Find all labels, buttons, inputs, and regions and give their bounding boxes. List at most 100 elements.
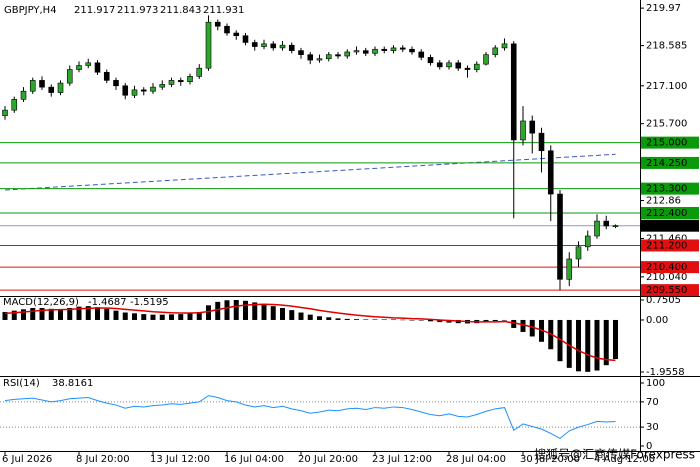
candle-body [150,86,156,92]
macd-bar [224,300,230,320]
y-tick-label: 215.700 [646,119,687,130]
candle-body [372,48,378,54]
candle-body [76,65,82,70]
y-tick-label: 210.040 [646,272,687,283]
macd-bar [11,310,17,320]
price-label: 211.931 [646,221,687,232]
candle-body [214,21,221,27]
macd-bar [391,319,396,320]
candle-body [131,89,138,96]
candle-body [473,63,480,70]
candle-body [85,62,92,66]
candle-body [187,76,193,83]
rsi-value: 38.8161 [52,378,93,389]
macd-bar [613,319,618,360]
x-tick-label: 13 Jul 12:00 [150,454,210,465]
macd-bar [354,319,359,320]
candle-body [140,89,147,92]
x-tick-label: 16 Jul 04:00 [224,454,284,465]
candle-body [113,80,119,87]
candle-body [288,44,295,51]
macd-bar [270,306,276,320]
symbol-title: GBPJPY,H4 [4,5,57,16]
y-tick-label: 211.460 [646,233,687,244]
rsi-line [4,395,616,440]
macd-bar [437,319,443,323]
candle-body [436,62,443,68]
macd-bar [492,319,498,322]
macd-bar [169,314,174,320]
candle-body [39,80,45,88]
candle-body [261,43,267,47]
y-tick-label: 30 [646,422,659,433]
candle-body [335,54,341,57]
signal-value: -1.5195 [130,297,169,308]
candle-body [399,47,406,50]
macd-bar [409,319,415,321]
macd-bar [428,319,433,322]
candle-body [566,258,573,280]
candle-body [177,80,184,83]
level-label: 214.250 [646,158,687,169]
macd-bar [603,319,609,366]
level-box [641,239,699,252]
macd-bar [95,307,100,320]
macd-bar [233,300,239,320]
candle-body [11,99,18,111]
y-tick-label: 212.86 [646,196,681,207]
candle-body [307,54,314,61]
macd-bar [566,319,572,368]
candle-body [20,90,27,100]
level-label: 210.400 [646,262,687,273]
x-tick-label: 28 Jul 04:00 [446,454,506,465]
candle-body [427,57,434,64]
candle-body [159,84,166,88]
candle-body [390,47,397,51]
moving-average [4,153,616,191]
macd-bar [502,319,507,321]
macd-bar [344,318,350,320]
level-label: 212.400 [646,208,687,219]
y-tick-label: 217.100 [646,81,687,92]
candle-body [575,246,582,260]
macd-bar [261,304,267,320]
macd-bar [48,308,54,320]
macd-bar [141,314,147,320]
level-box [641,136,699,149]
y-tick-label: 218.585 [646,41,687,52]
y-tick-label: 219.97 [646,3,681,14]
macd-bar [85,306,91,320]
macd-bar [446,319,452,323]
level-box [641,182,699,195]
candle-body [57,82,64,93]
macd-bar [58,309,63,320]
candle-body [381,48,388,51]
candle-body [196,67,203,77]
macd-bar [21,309,26,320]
candle-body [446,62,452,68]
candle-body [298,50,304,55]
candle-body [547,150,554,195]
macd-bar [511,319,517,328]
level-box [641,206,699,219]
candle-body [483,54,489,65]
candle-body [492,47,499,55]
candle-body [344,51,351,57]
macd-bar [30,307,36,320]
close-value: 211.931 [203,5,244,16]
candle-body [279,44,286,49]
macd-bar [298,312,304,320]
macd-bar [418,319,424,321]
candle-body [224,25,230,34]
x-tick-label: 23 Jul 12:00 [372,454,432,465]
x-tick-label: 30 Jul 20:00 [520,454,580,465]
macd-bar [113,310,119,320]
macd-bar [372,319,378,320]
macd-bar [381,319,387,320]
candle-body [270,43,277,49]
macd-bar [335,318,341,320]
y-tick-label: 0.00 [646,315,668,326]
macd-bar [585,319,591,372]
candle-body [409,48,415,53]
